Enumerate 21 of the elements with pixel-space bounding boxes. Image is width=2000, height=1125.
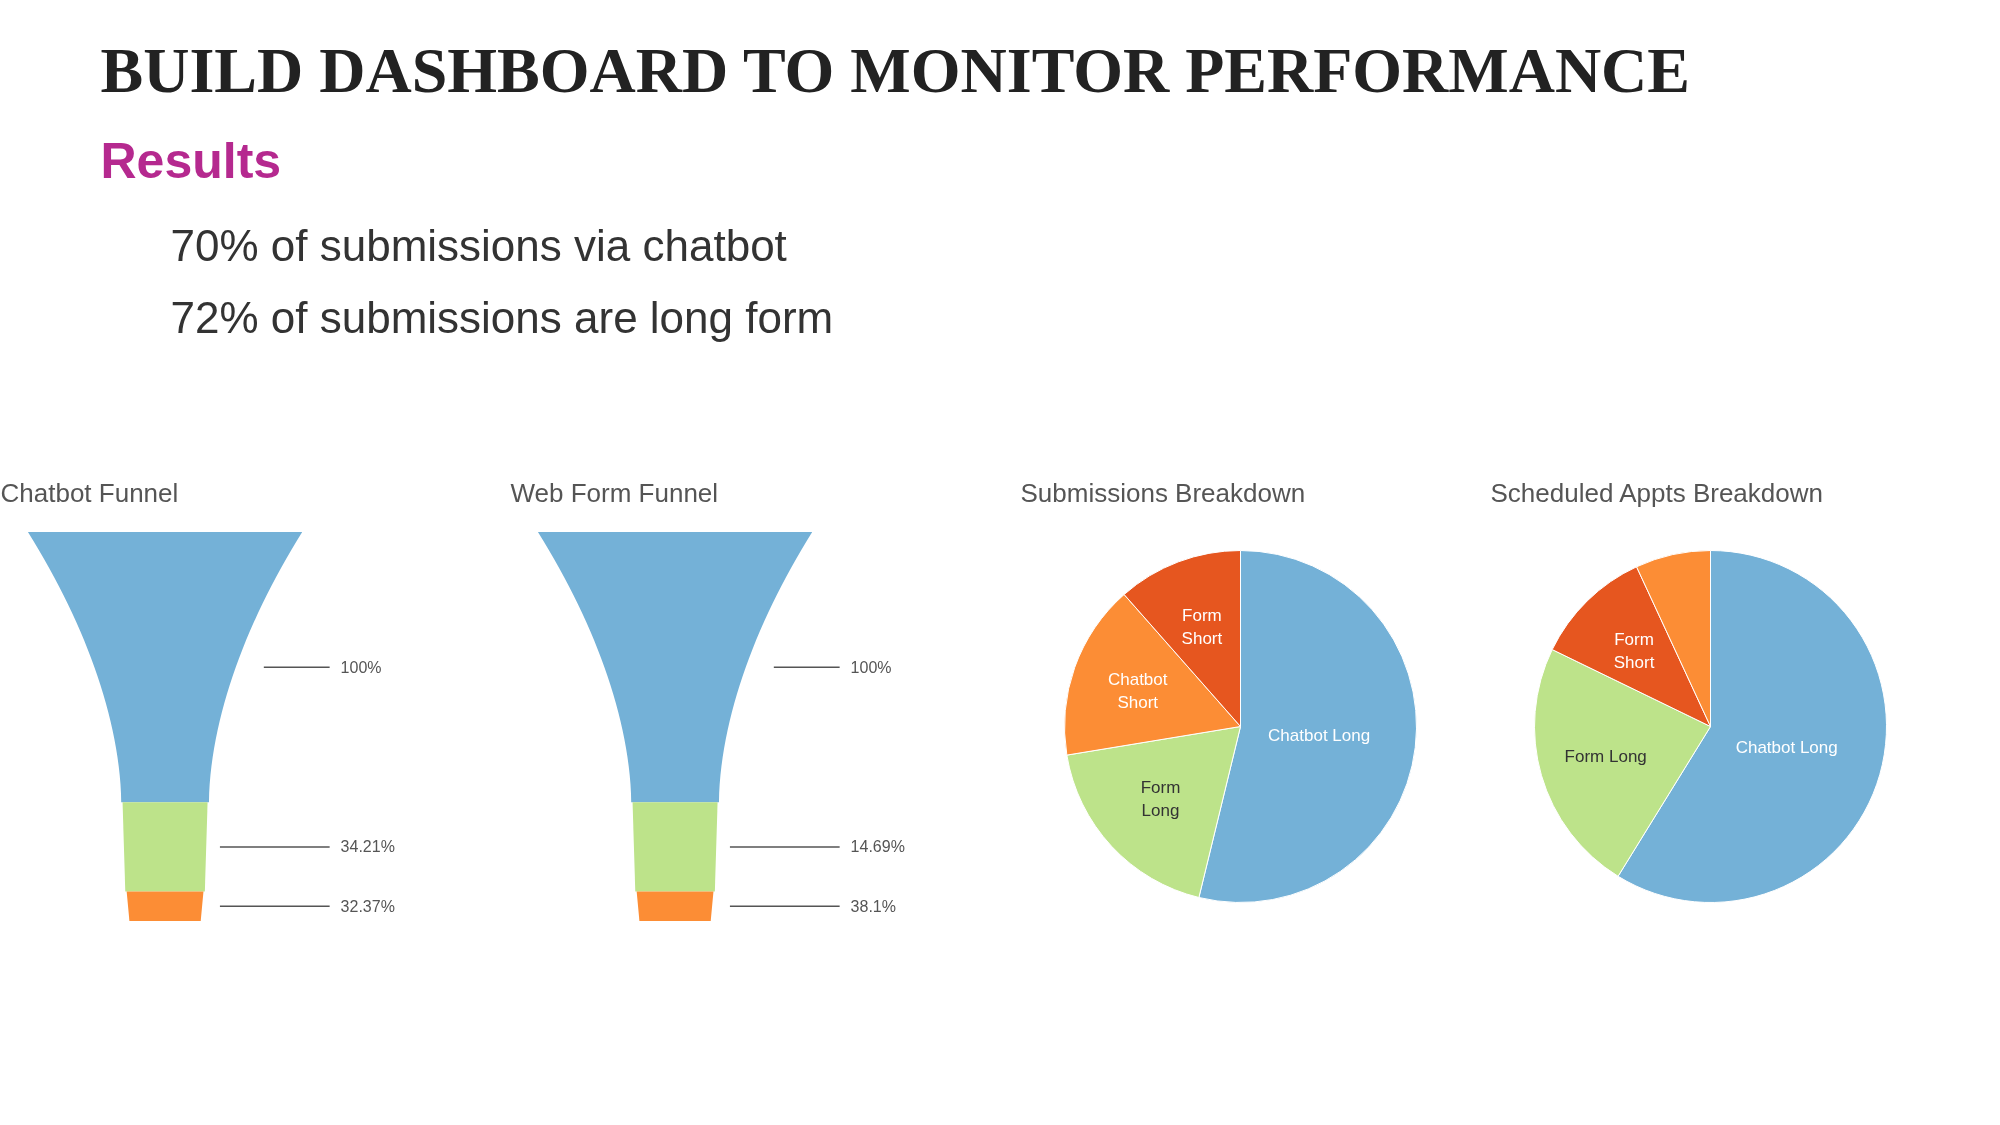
data-label: 34.21%: [340, 838, 395, 856]
slice-label: Form Short: [1181, 606, 1223, 649]
text: Chatbot Funnel: [0, 477, 179, 508]
text: 72% of submissions are long form: [170, 293, 834, 342]
data-label: 32.37%: [340, 897, 395, 915]
slice-label: Form Long: [1564, 746, 1647, 766]
data-label: 14.69%: [850, 838, 905, 856]
chart-title: Submissions Breakdown: [1020, 477, 1306, 508]
text: 70% of submissions via chatbot: [170, 221, 787, 270]
data-label: 100%: [340, 658, 382, 676]
text: Web Form Funnel: [510, 477, 719, 508]
slice-label: Form Long: [1140, 777, 1181, 820]
slice-label: Chatbot Short: [1107, 669, 1168, 712]
slice-label: Form Short: [1613, 629, 1655, 672]
data-label: 38.1%: [850, 897, 896, 915]
text: BUILD DASHBOARD TO MONITOR PERFORMANCE: [100, 35, 1690, 106]
slice-label: Chatbot Long: [1735, 738, 1838, 758]
data-label: 100%: [850, 658, 892, 676]
chart-title: Scheduled Appts Breakdown: [1490, 477, 1823, 508]
text: Results: [100, 132, 282, 189]
slice-label: Chatbot Long: [1268, 726, 1371, 746]
